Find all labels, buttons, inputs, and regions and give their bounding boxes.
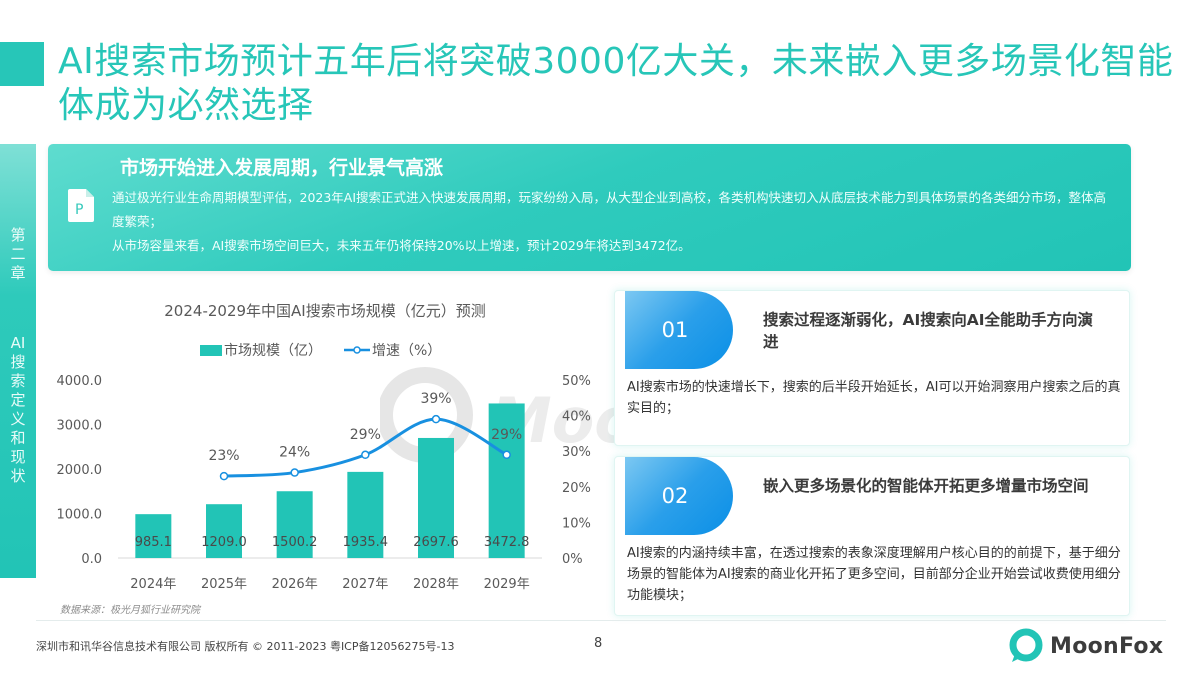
y-right-tick: 20%	[562, 481, 591, 496]
bar	[135, 514, 172, 558]
data-source: 数据来源：极光月狐行业研究院	[60, 605, 200, 616]
card-body: AI搜索的内涵持续丰富，在透过搜索的表象深度理解用户核心目的的前提下，基于细分场…	[627, 546, 1121, 603]
banner-paragraph-2: 从市场容量来看，AI搜索市场空间巨大，未来五年仍将保持20%以上增速，预计202…	[112, 238, 691, 253]
y-right-tick: 30%	[562, 445, 591, 460]
y-left-tick: 0.0	[81, 552, 102, 567]
growth-point	[290, 468, 299, 477]
footer-copyright: 深圳市和讯华谷信息技术有限公司 版权所有 © 2011-2023 粤ICP备12…	[36, 640, 455, 653]
growth-label: 39%	[420, 391, 451, 407]
x-tick: 2024年	[130, 577, 176, 592]
chart-plot: 0.0 1000.0 2000.0 3000.0 4000.0 0% 10% 20% 30% 40…	[57, 374, 591, 592]
x-tick: 2026年	[272, 577, 318, 592]
banner-title: 市场开始进入发展周期，行业景气高涨	[120, 157, 444, 179]
bar-value-label: 1500.2	[272, 535, 318, 550]
card-heading: 搜索过程逐渐弱化，AI搜索向AI全能助手方向演进	[763, 311, 1094, 351]
title-marker	[0, 42, 44, 86]
page-number: 8	[594, 636, 603, 651]
growth-label: 24%	[279, 445, 310, 461]
card-body: AI搜索市场的快速增长下，搜索的后半段开始延长，AI可以开始洞察用户搜索之后的真…	[627, 380, 1121, 416]
bar	[206, 504, 242, 558]
x-tick: 2025年	[201, 577, 247, 592]
card-number-badge: 02	[625, 457, 733, 535]
line-swatch-icon	[344, 346, 370, 354]
legend-item-growth: 增速（%）	[344, 340, 441, 360]
bar-value-label: 2697.6	[413, 535, 459, 550]
moonfox-logo-icon	[1009, 628, 1043, 662]
growth-point	[219, 471, 229, 481]
y-left-tick: 4000.0	[57, 374, 103, 389]
chapter-sidebar: 第 二 章 AI 搜 索 定 义 和 现 状	[0, 144, 36, 578]
bar-value-label: 3472.8	[484, 535, 529, 550]
footer-divider	[36, 620, 1166, 621]
growth-label: 29%	[491, 427, 522, 443]
card-heading: 嵌入更多场景化的智能体开拓更多增量市场空间	[763, 477, 1089, 495]
growth-point	[431, 414, 441, 424]
bar	[276, 491, 313, 558]
chart-legend: 市场规模（亿） 增速（%）	[200, 340, 441, 360]
y-right-tick: 0%	[562, 552, 583, 567]
insight-card-1: 01 搜索过程逐渐弱化，AI搜索向AI全能助手方向演进 AI搜索市场的快速增长下…	[614, 290, 1130, 446]
y-right-tick: 40%	[562, 410, 591, 425]
chapter-label: 第 二 章	[10, 226, 26, 282]
x-tick: 2027年	[342, 577, 388, 592]
banner-text: 通过极光行业生命周期模型评估，2023年AI搜索正式进入快速发展周期，玩家纷纷入…	[112, 186, 1112, 258]
svg-text:P: P	[75, 202, 83, 218]
insight-card-2: 02 嵌入更多场景化的智能体开拓更多增量市场空间 AI搜索的内涵持续丰富，在透过…	[614, 456, 1130, 616]
growth-label: 23%	[208, 448, 239, 464]
card-number-badge: 01	[625, 291, 733, 369]
document-p-icon: P	[68, 189, 94, 222]
market-size-chart: 2024-2029年中国AI搜索市场规模（亿元）预测 市场规模（亿） 增速（%）…	[50, 290, 600, 620]
legend-item-market-size: 市场规模（亿）	[200, 340, 322, 360]
y-left-tick: 2000.0	[57, 463, 103, 478]
logo-text: MoonFox	[1050, 633, 1164, 659]
growth-label: 29%	[350, 427, 381, 443]
bar-value-label: 1935.4	[343, 535, 389, 550]
y-left-tick: 1000.0	[57, 508, 103, 523]
growth-point	[502, 450, 511, 460]
chart-title: 2024-2029年中国AI搜索市场规模（亿元）预测	[164, 302, 486, 320]
bar	[418, 437, 454, 558]
x-tick: 2029年	[484, 577, 530, 592]
bar-swatch-icon	[200, 344, 222, 356]
banner-paragraph-1: 通过极光行业生命周期模型评估，2023年AI搜索正式进入快速发展周期，玩家纷纷入…	[112, 190, 1107, 229]
y-left-tick: 3000.0	[57, 419, 103, 434]
summary-banner: P 市场开始进入发展周期，行业景气高涨 通过极光行业生命周期模型评估，2023年…	[48, 144, 1131, 271]
y-right-tick: 50%	[562, 374, 591, 389]
bar	[488, 403, 525, 558]
x-tick: 2028年	[413, 577, 459, 592]
bar-value-label: 1209.0	[201, 535, 247, 550]
bar	[347, 471, 384, 558]
growth-point	[361, 450, 370, 460]
y-right-tick: 10%	[562, 516, 591, 531]
bar-value-label: 985.1	[135, 535, 172, 550]
chapter-topic: AI 搜 索 定 义 和 现 状	[10, 334, 26, 485]
moonfox-logo: MoonFox	[1008, 628, 1163, 664]
page-title: AI搜索市场预计五年后将突破3000亿大关，未来嵌入更多场景化智能体成为必然选择	[58, 41, 1174, 126]
